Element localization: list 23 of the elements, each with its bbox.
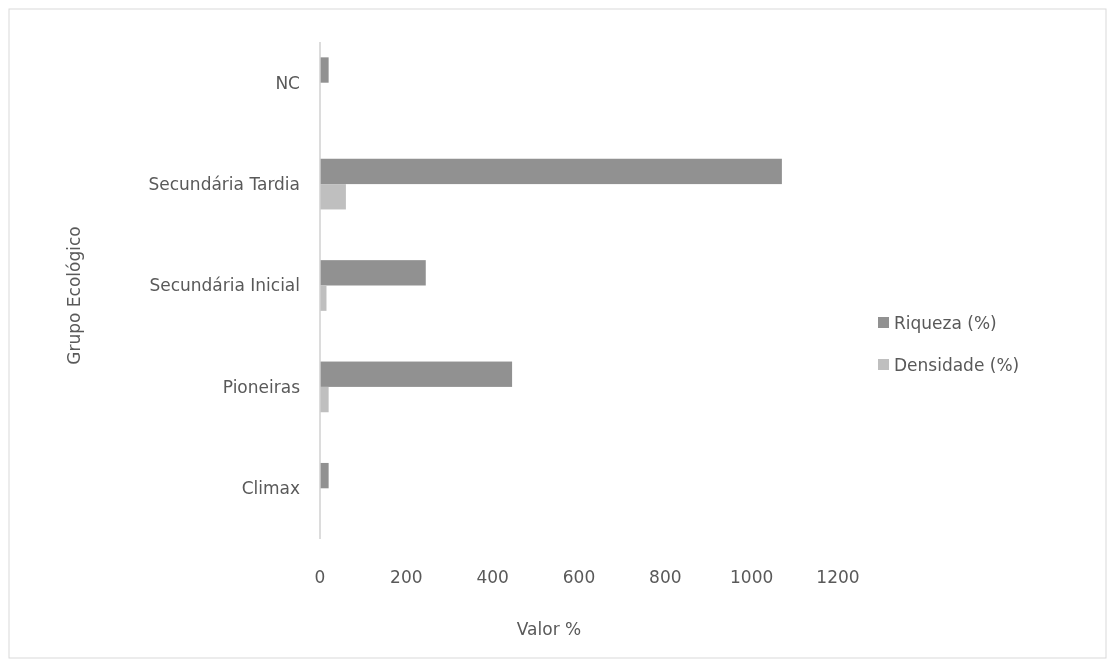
- bar: [320, 462, 329, 489]
- bar: [320, 158, 782, 185]
- y-tick-label: Secundária Inicial: [149, 275, 300, 296]
- x-tick-label: 800: [649, 567, 682, 587]
- x-tick-label: 600: [562, 567, 596, 587]
- bar: [320, 260, 426, 286]
- bar: [320, 57, 329, 83]
- x-tick-label: 0: [314, 567, 326, 587]
- bar: [320, 386, 329, 413]
- y-tick-label: NC: [275, 72, 300, 93]
- y-tick-label: Pioneiras: [222, 376, 301, 397]
- legend-label: Riqueza (%): [894, 312, 997, 333]
- bar: [320, 361, 513, 387]
- bar: [320, 184, 346, 210]
- x-tick-label: 400: [476, 567, 509, 587]
- x-tick-label: 1000: [730, 567, 774, 587]
- y-tick-label: Secundária Tardia: [148, 174, 300, 195]
- legend-label: Densidade (%): [894, 354, 1020, 375]
- x-tick-label: 1200: [816, 567, 860, 587]
- y-tick-label: Climax: [241, 478, 300, 499]
- x-axis-title: Valor %: [516, 619, 582, 639]
- y-axis-title: Grupo Ecológico: [64, 226, 84, 365]
- x-tick-label: 200: [390, 567, 423, 587]
